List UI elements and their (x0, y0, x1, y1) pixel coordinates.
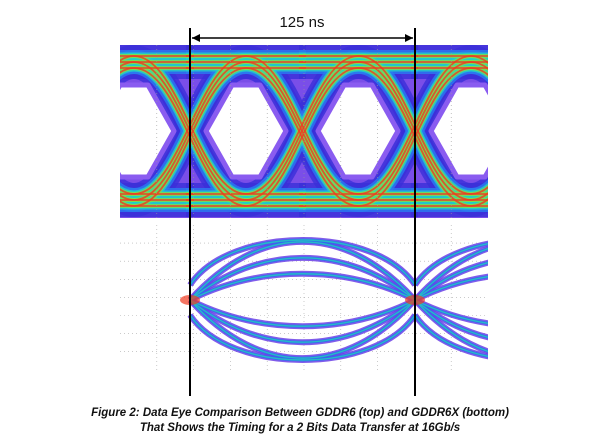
trace (0, 300, 112, 358)
trace (0, 315, 112, 360)
trace (189, 273, 416, 301)
trace (414, 299, 488, 324)
trace (414, 299, 488, 353)
trace (0, 274, 112, 300)
trace (411, 186, 488, 195)
trace (120, 55, 194, 62)
trace (411, 192, 488, 201)
trace (414, 314, 488, 357)
trace (0, 274, 112, 300)
trace (189, 314, 416, 361)
trace (189, 299, 416, 327)
eye-opening (428, 82, 488, 180)
eye-opening (120, 82, 177, 180)
trace (189, 299, 416, 359)
span-label: 125 ns (279, 14, 324, 31)
trace (0, 315, 112, 360)
trace (0, 240, 112, 285)
trace (0, 242, 112, 300)
trace (0, 240, 112, 285)
gddr6-eye (120, 45, 488, 218)
trace (0, 258, 112, 300)
trace (120, 61, 194, 68)
trace (414, 276, 488, 301)
trace (120, 194, 194, 201)
trace (0, 242, 112, 300)
trace (120, 188, 194, 195)
trace (0, 300, 112, 326)
trace (186, 55, 418, 195)
trace (414, 247, 488, 301)
trace (189, 239, 416, 286)
trace (0, 315, 112, 360)
trace (0, 300, 112, 342)
trace (0, 240, 112, 285)
caption: That Shows the Timing for a 2 Bits Data … (140, 422, 460, 434)
trace (0, 242, 112, 300)
trace (186, 67, 418, 207)
eye-opening (315, 82, 401, 180)
trace (0, 300, 112, 358)
trace (0, 300, 112, 358)
trace (411, 67, 488, 76)
trace (0, 300, 112, 326)
trace (0, 258, 112, 300)
trace (414, 243, 488, 286)
gddr6x-eye (0, 225, 488, 370)
caption: Figure 2: Data Eye Comparison Between GD… (91, 407, 509, 419)
trace (0, 300, 112, 342)
trace (120, 67, 194, 74)
trace (0, 274, 112, 300)
trace (189, 257, 416, 301)
trace (411, 198, 488, 207)
trace (189, 299, 416, 343)
eye-opening (203, 82, 289, 180)
trace (414, 262, 488, 301)
trace (0, 300, 112, 326)
trace (186, 61, 418, 201)
trace (120, 200, 194, 207)
trace (411, 61, 488, 70)
trace (414, 299, 488, 338)
trace (0, 300, 112, 342)
trace (0, 258, 112, 300)
trace (411, 55, 488, 64)
trace (189, 241, 416, 301)
